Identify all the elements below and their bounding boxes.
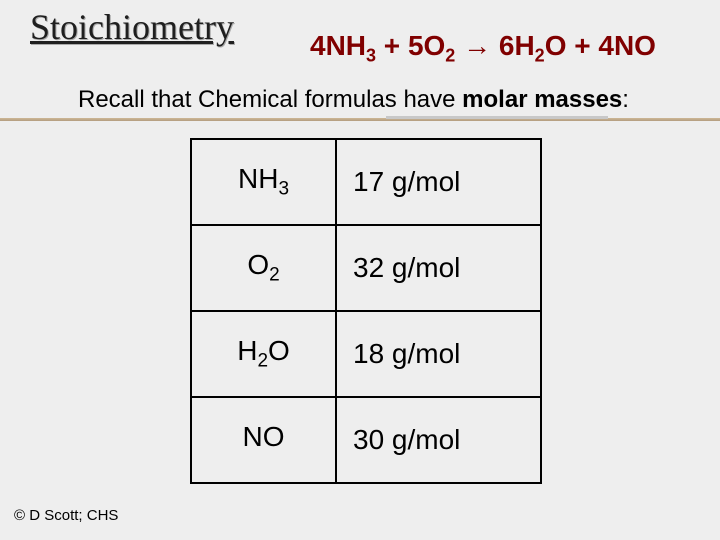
mass-cell: 18 g/mol	[336, 311, 541, 397]
formula-base: NO	[243, 421, 285, 452]
formula-sub: 3	[278, 179, 289, 200]
formula-cell: O2	[191, 225, 336, 311]
horizontal-divider	[0, 118, 720, 121]
eq-sub: 2	[445, 46, 455, 66]
mass-cell: 17 g/mol	[336, 139, 541, 225]
underline-shadow	[386, 116, 608, 119]
slide-title: Stoichiometry	[30, 6, 234, 48]
formula-cell: NO	[191, 397, 336, 483]
mass-cell: 32 g/mol	[336, 225, 541, 311]
formula-sub: 2	[269, 265, 280, 286]
eq-sub: 3	[366, 46, 376, 66]
eq-part: + 5O	[376, 30, 445, 61]
formula-base: H	[237, 335, 257, 366]
formula-tail: O	[268, 335, 290, 366]
recall-bold: molar masses	[462, 86, 622, 113]
copyright-text: © D Scott; CHS	[14, 507, 118, 524]
recall-prefix: Recall that Chemical formulas have	[78, 86, 462, 113]
recall-text: Recall that Chemical formulas have molar…	[78, 86, 629, 114]
formula-cell: H2O	[191, 311, 336, 397]
table-row: NO 30 g/mol	[191, 397, 541, 483]
table-row: O2 32 g/mol	[191, 225, 541, 311]
eq-part: → 6H	[455, 30, 534, 61]
recall-suffix: :	[622, 86, 629, 113]
eq-sub: 2	[535, 46, 545, 66]
table-row: NH3 17 g/mol	[191, 139, 541, 225]
formula-base: O	[247, 249, 269, 280]
eq-part: O + 4NO	[545, 30, 656, 61]
formula-cell: NH3	[191, 139, 336, 225]
mass-cell: 30 g/mol	[336, 397, 541, 483]
table-row: H2O 18 g/mol	[191, 311, 541, 397]
chemical-equation: 4NH3 + 5O2 → 6H2O + 4NO	[310, 30, 656, 67]
formula-base: NH	[238, 163, 278, 194]
eq-part: 4NH	[310, 30, 366, 61]
formula-sub: 2	[257, 351, 268, 372]
molar-mass-table: NH3 17 g/mol O2 32 g/mol H2O 18 g/mol NO…	[190, 138, 542, 484]
